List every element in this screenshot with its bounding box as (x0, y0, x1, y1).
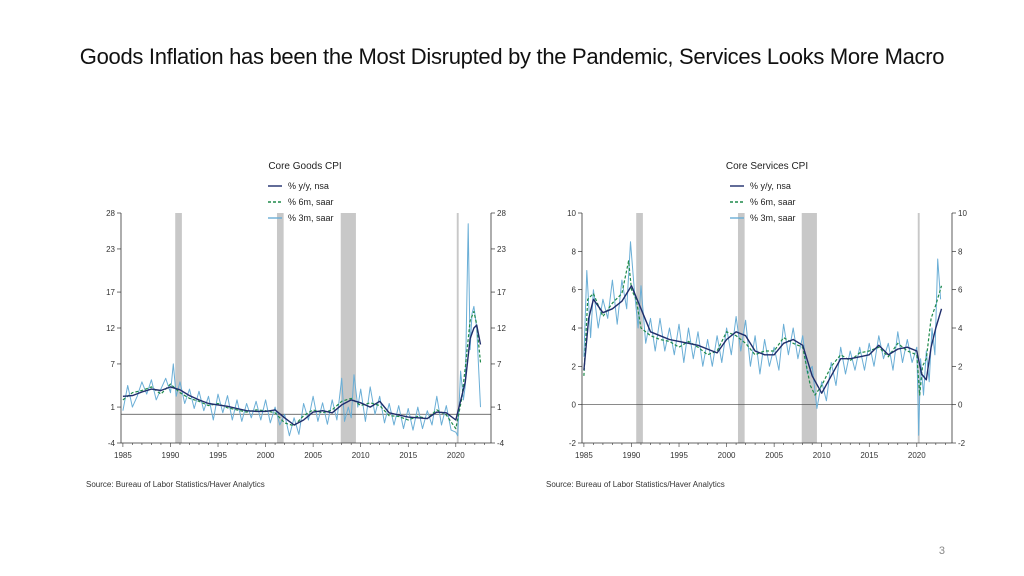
goods-xtick-label: 2005 (304, 451, 322, 460)
goods-ytick-label-right: 12 (497, 324, 506, 333)
goods-recession-band (276, 213, 284, 443)
goods-ytick-label-right: -4 (497, 439, 505, 448)
slide-title: Goods Inflation has been the Most Disrup… (79, 44, 945, 69)
services-xtick-label: 2005 (765, 451, 783, 460)
goods-ytick-label-left: 7 (111, 360, 116, 369)
goods-recession-band (456, 213, 459, 443)
goods-series-line-3m (122, 223, 481, 437)
services-ytick-label-left: 6 (572, 286, 577, 295)
services-recession-band (917, 213, 920, 443)
services-ytick-label-left: 10 (567, 209, 576, 218)
services-recession-band (737, 213, 745, 443)
goods-xtick-label: 2015 (399, 451, 417, 460)
services-ytick-label-left: -2 (569, 439, 577, 448)
goods-ytick-label-left: 17 (106, 288, 115, 297)
services-xtick-label: 2010 (813, 451, 831, 460)
services-ytick-label-left: 0 (572, 401, 577, 410)
services-legend-label: % 3m, saar (750, 213, 796, 223)
goods-xtick-label: 2000 (257, 451, 275, 460)
services-xtick-label: 1990 (623, 451, 641, 460)
goods-recession-band (175, 213, 182, 443)
services-ytick-label-left: 4 (572, 324, 577, 333)
goods-legend-label: % 6m, saar (288, 197, 334, 207)
goods-ytick-label-right: 23 (497, 245, 506, 254)
goods-ytick-label-left: 12 (106, 324, 115, 333)
services-ytick-label-left: 2 (572, 362, 577, 371)
goods-recession-band (340, 213, 356, 443)
goods-ytick-label-left: 28 (106, 209, 115, 218)
goods-ytick-label-right: 7 (497, 360, 502, 369)
services-ytick-label-right: 10 (958, 209, 967, 218)
goods-legend-label: % 3m, saar (288, 213, 334, 223)
services-series-line-yy (583, 285, 943, 394)
goods-ytick-label-left: 23 (106, 245, 115, 254)
goods-ytick-label-right: 28 (497, 209, 506, 218)
services-ytick-label-right: 6 (958, 286, 963, 295)
services-ytick-label-right: 0 (958, 401, 963, 410)
goods-xtick-label: 2010 (352, 451, 370, 460)
goods-xtick-label: 2020 (447, 451, 465, 460)
source-note-goods: Source: Bureau of Labor Statistics/Haver… (86, 480, 265, 489)
goods-xtick-label: 1990 (162, 451, 180, 460)
goods-ytick-label-right: 17 (497, 288, 506, 297)
services-xtick-label: 1985 (575, 451, 593, 460)
goods-xtick-label: 1985 (114, 451, 132, 460)
goods-ytick-label-left: 1 (111, 403, 116, 412)
services-ytick-label-right: 2 (958, 362, 963, 371)
page-number: 3 (938, 545, 945, 557)
goods-legend-label: % y/y, nsa (288, 181, 329, 191)
services-ytick-label-left: 8 (572, 247, 577, 256)
services-recession-band (636, 213, 643, 443)
services-ytick-label-right: 4 (958, 324, 963, 333)
services-recession-band (801, 213, 817, 443)
goods-series-line-yy (122, 324, 482, 426)
goods-ytick-label-left: -4 (108, 439, 116, 448)
services-ytick-label-right: 8 (958, 247, 963, 256)
services-xtick-label: 2020 (908, 451, 926, 460)
goods-xtick-label: 1995 (209, 451, 227, 460)
services-legend-label: % y/y, nsa (750, 181, 791, 191)
services-ytick-label-right: -2 (958, 439, 966, 448)
services-chart-title: Core Services CPI (726, 161, 808, 172)
services-xtick-label: 2015 (860, 451, 878, 460)
services-series-line-6m (583, 260, 943, 396)
services-xtick-label: 1995 (670, 451, 688, 460)
goods-ytick-label-right: 1 (497, 403, 502, 412)
source-note-services: Source: Bureau of Labor Statistics/Haver… (546, 480, 725, 489)
services-legend-label: % 6m, saar (750, 197, 796, 207)
goods-chart-title: Core Goods CPI (268, 161, 341, 172)
services-xtick-label: 2000 (718, 451, 736, 460)
